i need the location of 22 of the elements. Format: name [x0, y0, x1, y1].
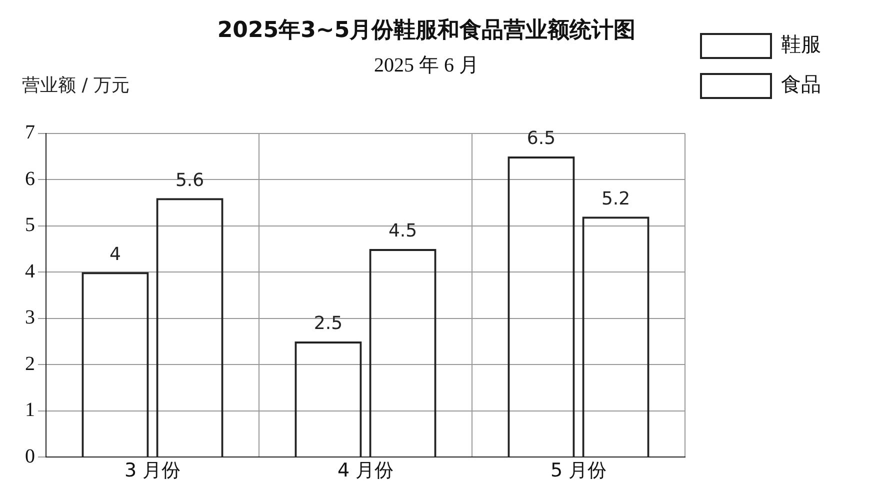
chart-title: 2025年3~5月份鞋服和食品营业额统计图 [217, 16, 636, 43]
data-label: 4 [110, 244, 121, 265]
data-label: 6.5 [526, 128, 556, 150]
x-tick-label: 5 月份 [550, 460, 607, 482]
y-tick-label: 4 [25, 260, 35, 282]
y-tick-label: 6 [25, 168, 35, 190]
data-label: 5.6 [175, 170, 204, 191]
legend-label: 食品 [781, 72, 821, 96]
data-label: 4.5 [388, 220, 418, 242]
chart-subtitle: 2025 年 6 月 [374, 54, 479, 77]
y-tick-label: 7 [25, 122, 35, 144]
y-tick-label: 1 [25, 399, 35, 422]
y-tick-label: 0 [25, 445, 35, 468]
x-tick-label: 3 月份 [124, 460, 181, 482]
legend-label: 鞋服 [781, 32, 821, 56]
y-tick-label: 2 [25, 352, 35, 375]
x-tick-label: 4 月份 [337, 460, 394, 482]
y-axis-title: 营业额 / 万元 [22, 75, 130, 96]
data-label: 5.2 [601, 188, 630, 210]
y-tick-label: 5 [25, 214, 35, 236]
data-label: 2.5 [314, 313, 343, 334]
y-tick-label: 3 [25, 306, 35, 329]
